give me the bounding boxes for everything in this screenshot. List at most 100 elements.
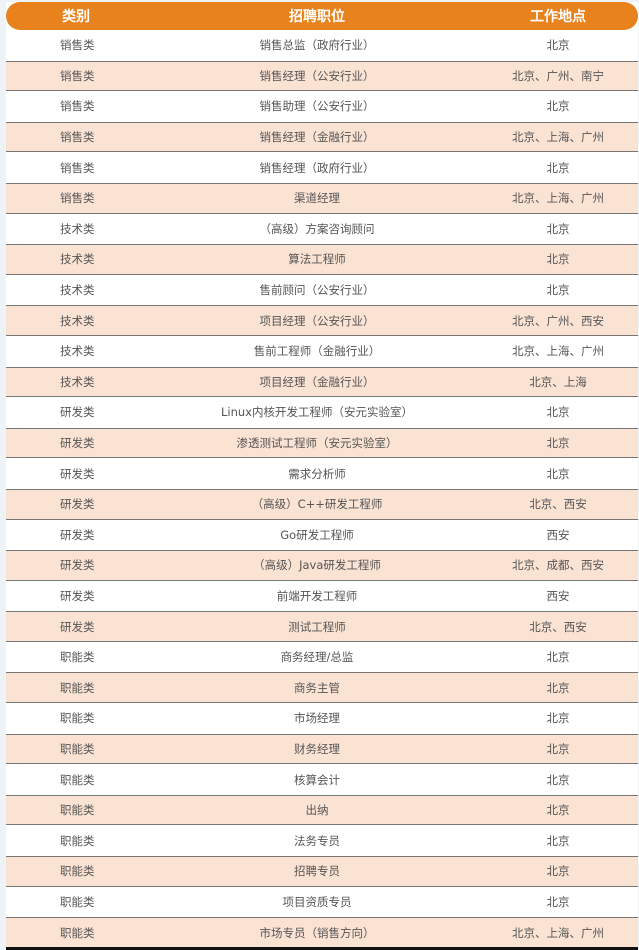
cell-location: 北京、广州、南宁: [512, 68, 604, 83]
table-row: 销售类 销售助理（公安行业） 北京: [6, 91, 638, 122]
table-row: 职能类 出纳 北京: [6, 794, 638, 826]
cell-category: 研发类: [60, 436, 95, 451]
cell-category: 销售类: [60, 99, 95, 114]
cell-location: 北京: [546, 160, 570, 175]
cell-category: 研发类: [60, 405, 95, 420]
table-row: 销售类 销售经理（金融行业） 北京、上海、广州: [6, 121, 638, 153]
cell-category: 销售类: [60, 130, 95, 145]
cell-category: 职能类: [60, 650, 95, 665]
cell-location: 北京、西安: [529, 497, 587, 512]
cell-position: 测试工程师: [288, 619, 346, 634]
cell-category: 技术类: [60, 252, 95, 267]
cell-position: 市场专员（销售方向）: [259, 925, 375, 940]
table-row: 研发类 Go研发工程师 西安: [6, 520, 638, 551]
cell-location: 北京: [546, 680, 570, 695]
cell-category: 研发类: [60, 588, 95, 603]
cell-location: 北京: [546, 221, 570, 236]
cell-location: 北京: [546, 741, 570, 756]
cell-position: Linux内核开发工程师（安元实验室）: [221, 405, 413, 420]
cell-category: 职能类: [60, 803, 95, 818]
table-row: 职能类 项目资质专员 北京: [6, 887, 638, 918]
table-row: 研发类 需求分析师 北京: [6, 458, 638, 489]
cell-category: 研发类: [60, 527, 95, 542]
cell-location: 北京、成都、西安: [512, 558, 604, 573]
cell-category: 职能类: [60, 833, 95, 848]
table-row: 职能类 商务经理/总监 北京: [6, 642, 638, 673]
table-row: 职能类 招聘专员 北京: [6, 856, 638, 887]
cell-location: 北京、上海、广州: [512, 130, 604, 145]
cell-category: 销售类: [60, 191, 95, 206]
cell-location: 北京: [546, 711, 570, 726]
cell-category: 技术类: [60, 313, 95, 328]
table-row: 销售类 销售经理（政府行业） 北京: [6, 152, 638, 183]
cell-category: 研发类: [60, 558, 95, 573]
table-row: 职能类 商务主管 北京: [6, 672, 638, 704]
cell-location: 北京: [546, 405, 570, 420]
cell-location: 北京、上海、广州: [512, 344, 604, 359]
cell-location: 北京、上海: [529, 374, 587, 389]
cell-location: 北京: [546, 650, 570, 665]
cell-category: 研发类: [60, 466, 95, 481]
cell-category: 研发类: [60, 497, 95, 512]
cell-category: 技术类: [60, 283, 95, 298]
table-row: 研发类 （高级）Java研发工程师 北京、成都、西安: [6, 550, 638, 581]
cell-category: 职能类: [60, 772, 95, 787]
cell-location: 北京: [546, 252, 570, 267]
cell-category: 销售类: [60, 160, 95, 175]
cell-location: 北京、广州、西安: [512, 313, 604, 328]
cell-position: 算法工程师: [288, 252, 346, 267]
cell-position: 项目经理（金融行业）: [259, 374, 375, 389]
table-row: 销售类 渠道经理 北京、上海、广州: [6, 182, 638, 214]
cell-location: 北京、上海、广州: [512, 191, 604, 206]
cell-category: 销售类: [60, 38, 95, 53]
cell-position: 销售经理（公安行业）: [259, 68, 375, 83]
cell-location: 北京: [546, 436, 570, 451]
cell-position: 渗透测试工程师（安元实验室）: [236, 436, 398, 451]
table-row: 技术类 项目经理（公安行业） 北京、广州、西安: [6, 305, 638, 336]
cell-category: 研发类: [60, 619, 95, 634]
cell-position: 市场经理: [294, 711, 340, 726]
table-row: 研发类 前端开发工程师 西安: [6, 581, 638, 612]
table-row: 技术类 （高级）方案咨询顾问 北京: [6, 214, 638, 245]
cell-position: 核算会计: [294, 772, 340, 787]
cell-location: 北京: [546, 466, 570, 481]
cell-category: 职能类: [60, 741, 95, 756]
cell-position: 项目资质专员: [282, 894, 352, 909]
table-row: 研发类 Linux内核开发工程师（安元实验室） 北京: [6, 397, 638, 428]
table-row: 研发类 渗透测试工程师（安元实验室） 北京: [6, 427, 638, 459]
cell-location: 西安: [546, 527, 570, 542]
table-row: 职能类 财务经理 北京: [6, 733, 638, 765]
cell-position: 销售经理（金融行业）: [259, 130, 375, 145]
cell-location: 北京: [546, 99, 570, 114]
table-header: 类别 招聘职位 工作地点: [6, 2, 638, 30]
job-table: 类别 招聘职位 工作地点 销售类 销售总监（政府行业） 北京 销售类 销售经理（公安行业…: [6, 2, 638, 950]
cell-location: 北京: [546, 894, 570, 909]
table-row: 职能类 法务专员 北京: [6, 825, 638, 856]
cell-position: 售前顾问（公安行业）: [259, 283, 375, 298]
cell-position: 出纳: [305, 803, 329, 818]
cell-position: 法务专员: [294, 833, 340, 848]
cell-location: 北京、西安: [529, 619, 587, 634]
table-body: 销售类 销售总监（政府行业） 北京 销售类 销售经理（公安行业） 北京、广州、南宁 销售类销…: [6, 30, 638, 948]
cell-location: 北京: [546, 803, 570, 818]
cell-position: 商务主管: [294, 680, 340, 695]
cell-position: 售前工程师（金融行业）: [253, 344, 381, 359]
cell-category: 职能类: [60, 864, 95, 879]
table-row: 技术类 售前顾问（公安行业） 北京: [6, 275, 638, 306]
table-row: 研发类 测试工程师 北京、西安: [6, 611, 638, 642]
table-row: 技术类 售前工程师（金融行业） 北京、上海、广州: [6, 336, 638, 367]
cell-position: （高级）方案咨询顾问: [259, 221, 375, 236]
cell-category: 职能类: [60, 894, 95, 909]
table-row: 职能类 市场专员（销售方向） 北京、上海、广州: [6, 917, 638, 948]
cell-location: 北京: [546, 864, 570, 879]
cell-location: 北京: [546, 772, 570, 787]
cell-category: 职能类: [60, 680, 95, 695]
cell-position: 销售总监（政府行业）: [259, 38, 375, 53]
table-row: 职能类 核算会计 北京: [6, 764, 638, 795]
cell-position: 前端开发工程师: [276, 588, 358, 603]
cell-location: 北京: [546, 833, 570, 848]
cell-location: 北京、上海、广州: [512, 925, 604, 940]
header-position: 招聘职位: [289, 9, 345, 25]
cell-category: 职能类: [60, 711, 95, 726]
table-row: 技术类 算法工程师 北京: [6, 244, 638, 275]
